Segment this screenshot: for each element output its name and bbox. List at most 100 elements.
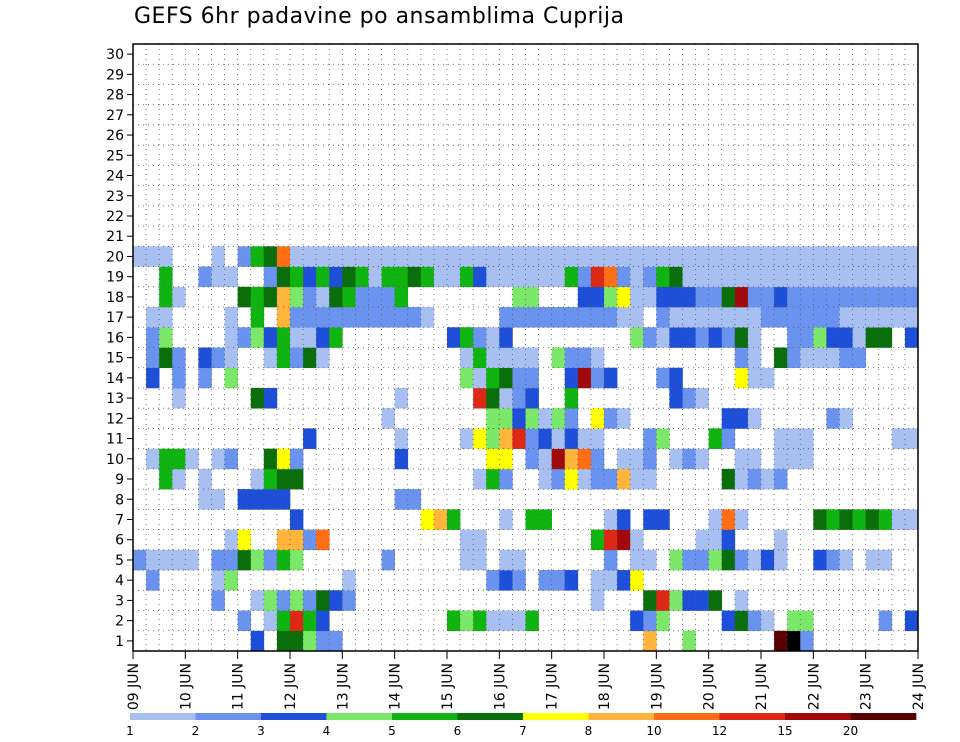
y-tick-label: 12 (106, 411, 124, 427)
heatmap-cell (303, 590, 317, 611)
y-tick-label: 6 (115, 533, 124, 549)
heatmap-cell (761, 367, 775, 389)
heatmap-cell (538, 468, 552, 490)
heatmap-cell (682, 266, 696, 288)
heatmap-cell (708, 590, 723, 611)
heatmap-cell (669, 448, 683, 470)
colorbar-label: 10 (646, 724, 661, 738)
heatmap-cell (276, 590, 291, 611)
heatmap-cell (787, 307, 801, 328)
heatmap-cell (473, 428, 487, 449)
heatmap-cell (800, 327, 814, 348)
heatmap-cell (839, 549, 853, 571)
heatmap-cell (512, 266, 526, 288)
heatmap-cell (577, 266, 592, 288)
heatmap-cell (460, 549, 474, 571)
colorbar-segment (588, 713, 655, 720)
heatmap-cell (499, 327, 513, 348)
heatmap-cell (878, 286, 893, 308)
colorbar-segment (261, 713, 327, 720)
colorbar-segment (850, 713, 917, 720)
heatmap-cell (512, 610, 526, 632)
heatmap-cell (237, 489, 252, 510)
heatmap-cell (172, 286, 186, 308)
heatmap-cell (590, 367, 605, 389)
heatmap-cell (211, 489, 225, 510)
heatmap-cell (538, 448, 552, 470)
heatmap-cell (433, 266, 448, 288)
y-tick-label: 14 (106, 371, 124, 387)
heatmap-cell (250, 468, 265, 490)
heatmap-cell (316, 347, 330, 369)
heatmap-cell (303, 610, 317, 632)
heatmap-cell (224, 367, 238, 389)
heatmap-cell (682, 549, 696, 571)
heatmap-cell (290, 468, 304, 490)
heatmap-cell (551, 266, 566, 288)
y-tick-label: 25 (106, 148, 124, 164)
heatmap-cell (159, 549, 173, 571)
heatmap-cell (734, 246, 749, 267)
heatmap-cell (316, 286, 330, 308)
heatmap-cell (852, 246, 866, 267)
heatmap-cell (250, 246, 265, 267)
heatmap-cell (512, 408, 526, 429)
heatmap-cell (721, 428, 736, 449)
x-tick-label: 21 JUN (754, 663, 770, 710)
colorbar-label: 6 (454, 724, 462, 738)
heatmap-cell (865, 286, 880, 308)
heatmap-cell (473, 468, 487, 490)
heatmap-cell (525, 387, 539, 409)
heatmap-cell (394, 307, 409, 328)
heatmap-cell (250, 549, 265, 571)
x-tick-label: 17 JUN (545, 663, 561, 710)
heatmap-cell (708, 266, 723, 288)
heatmap-cell (813, 549, 827, 571)
heatmap-cell (146, 307, 160, 328)
heatmap-cell (394, 428, 409, 449)
heatmap-cell (747, 549, 762, 571)
heatmap-cell (211, 590, 225, 611)
heatmap-cell (329, 266, 343, 288)
heatmap-cell (734, 590, 749, 611)
heatmap-cell (499, 408, 513, 429)
heatmap-cell (839, 347, 853, 369)
heatmap-cell (852, 286, 866, 308)
heatmap-cell (276, 246, 291, 267)
heatmap-cell (290, 347, 304, 369)
heatmap-cell (630, 327, 644, 348)
heatmap-cell (394, 387, 409, 409)
colorbar-label: 12 (712, 724, 727, 738)
heatmap-cell (551, 570, 566, 591)
heatmap-cell (774, 246, 788, 267)
heatmap-cell (839, 246, 853, 267)
heatmap-cell (734, 610, 749, 632)
heatmap-cell (381, 246, 395, 267)
heatmap-cell (342, 246, 356, 267)
heatmap-cell (761, 549, 775, 571)
heatmap-cell (708, 286, 723, 308)
x-tick-label: 09 JUN (126, 663, 142, 710)
heatmap-cell (486, 347, 500, 369)
heatmap-cell (617, 509, 631, 530)
y-tick-label: 13 (106, 391, 124, 407)
heatmap-cell (787, 327, 801, 348)
heatmap-cell (473, 529, 487, 551)
heatmap-cell (564, 367, 579, 389)
y-tick-label: 21 (106, 229, 124, 245)
heatmap-cell (290, 448, 304, 470)
heatmap-cell (682, 327, 696, 348)
heatmap-cell (473, 610, 487, 632)
heatmap-cell (787, 428, 801, 449)
heatmap-cell (499, 570, 513, 591)
heatmap-cell (774, 266, 788, 288)
heatmap-cell (276, 266, 291, 288)
heatmap-cell (290, 246, 304, 267)
heatmap-cell (878, 266, 893, 288)
y-tick-label: 8 (115, 492, 124, 508)
heatmap-cell (852, 327, 866, 348)
heatmap-cell (525, 347, 539, 369)
heatmap-cell (447, 509, 461, 530)
heatmap-cell (368, 307, 382, 328)
heatmap-cell (303, 347, 317, 369)
